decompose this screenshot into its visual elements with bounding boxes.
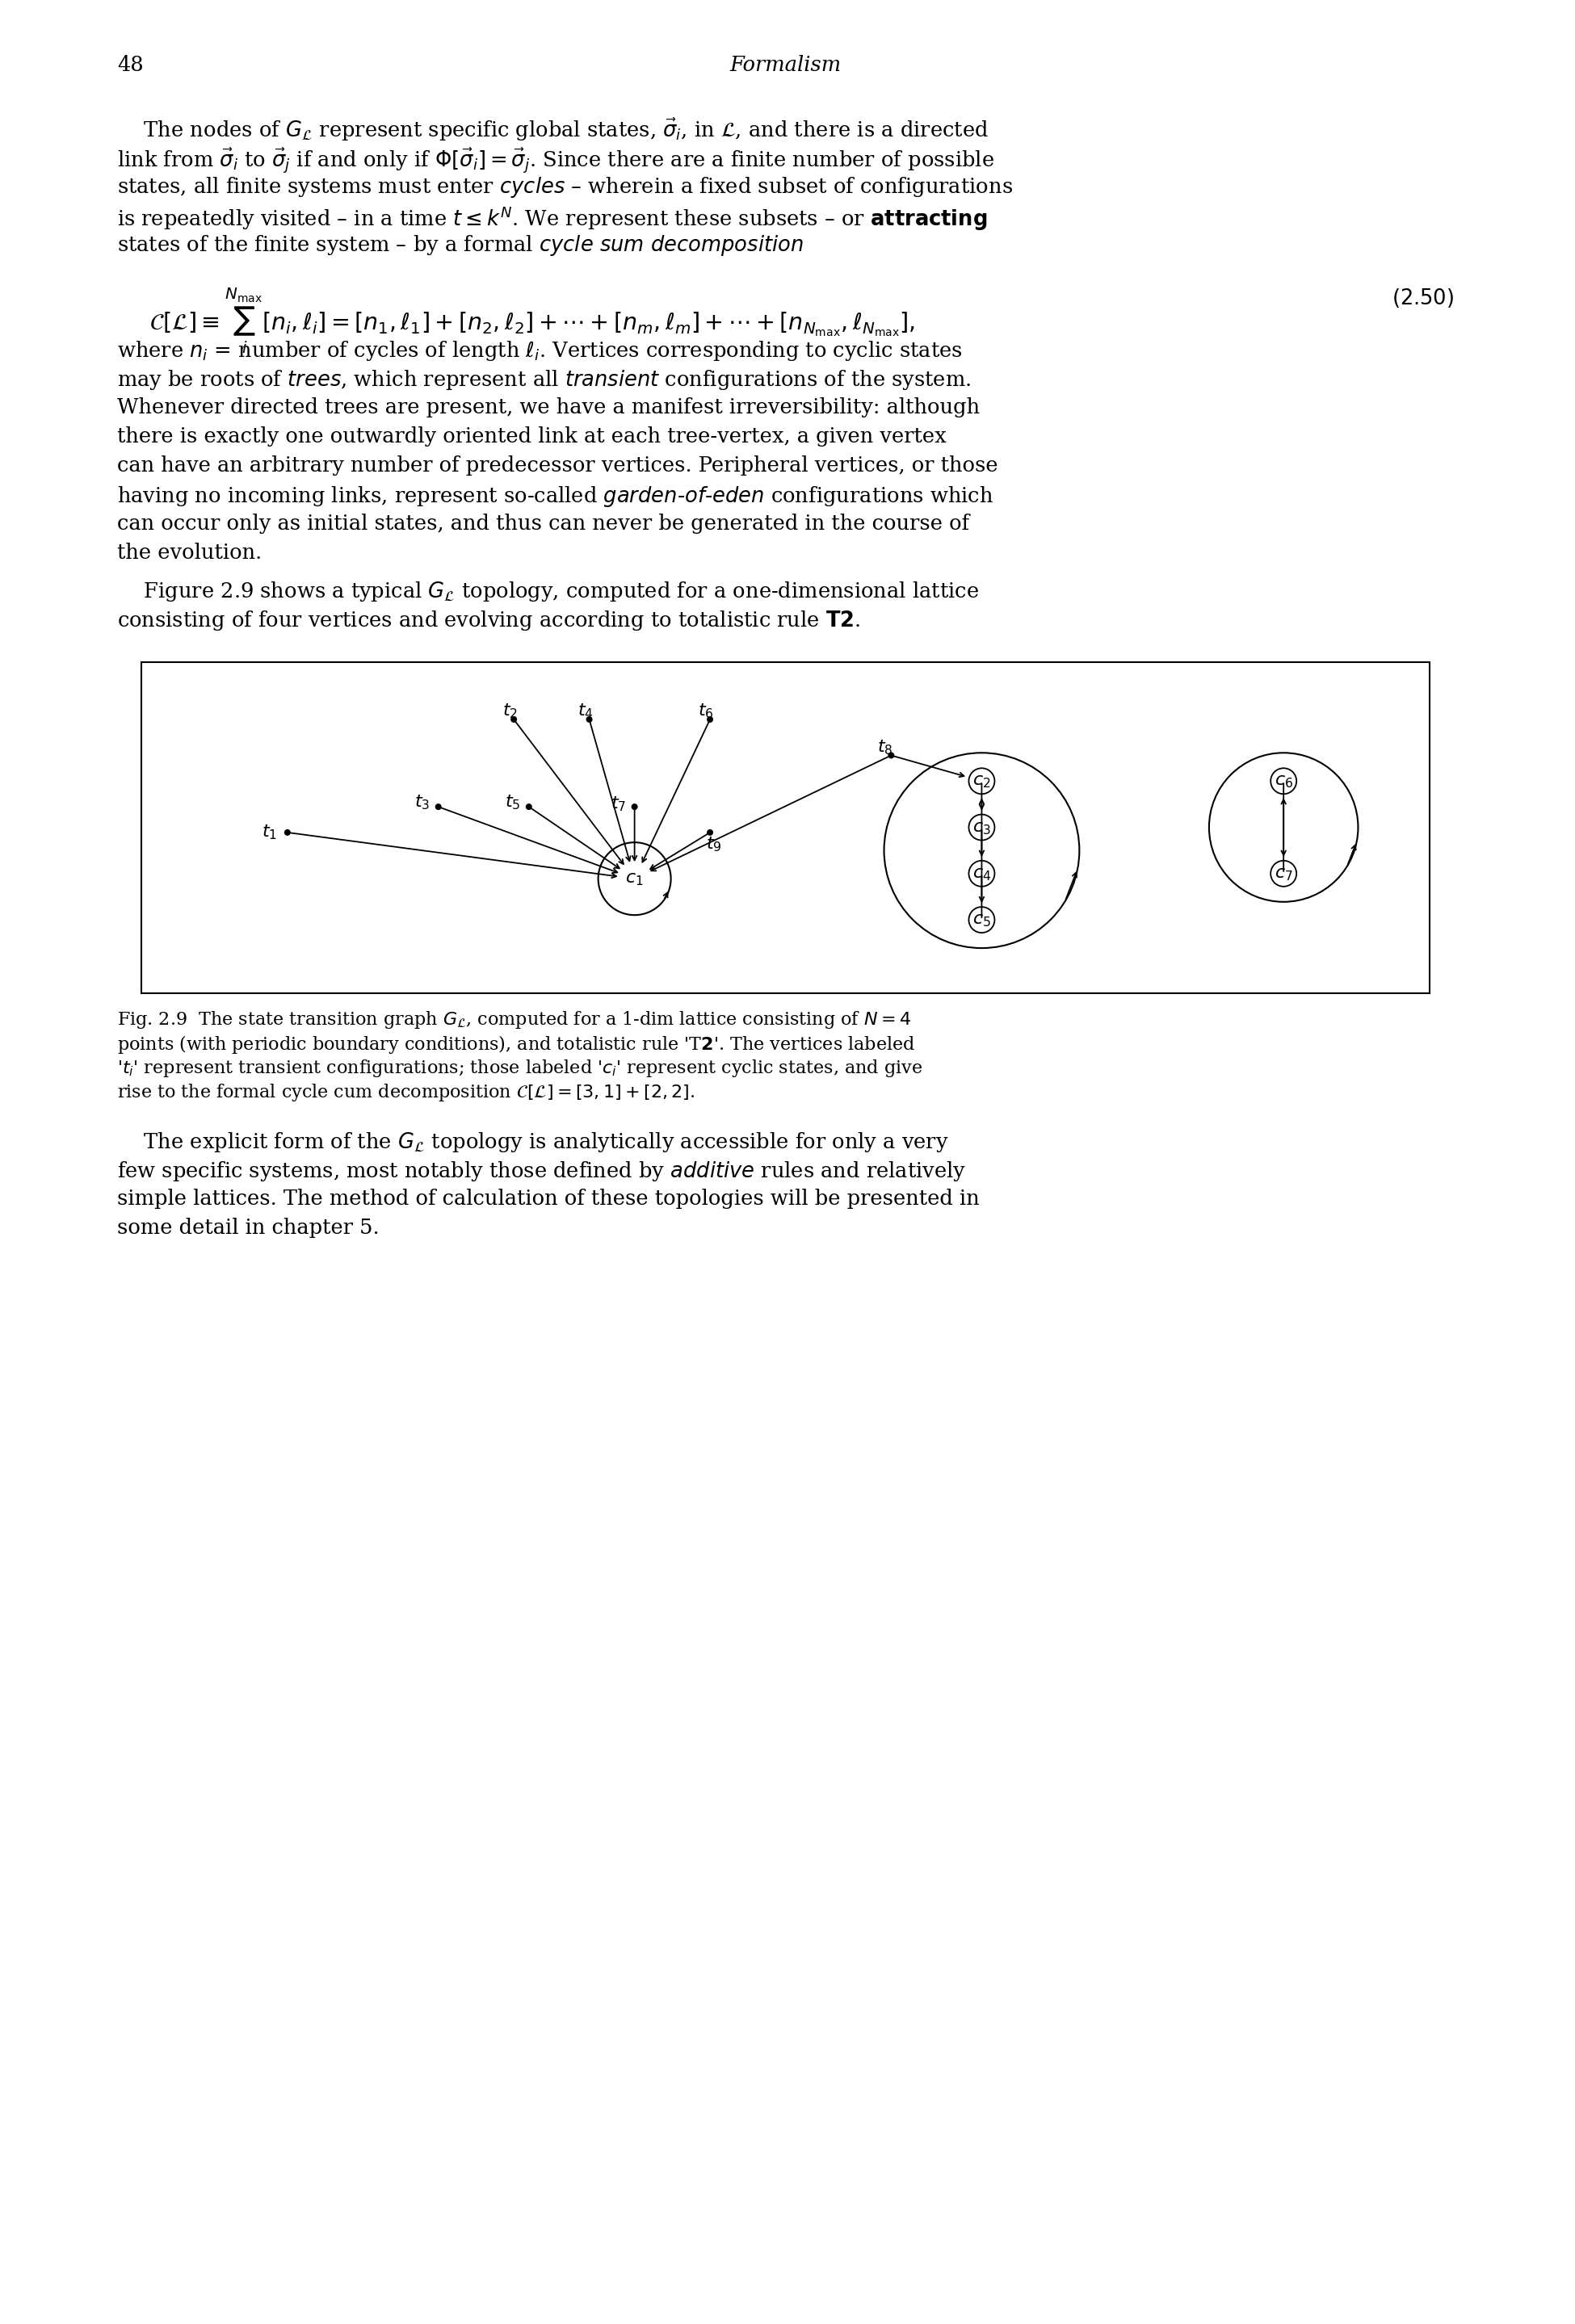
Circle shape <box>707 716 713 723</box>
Circle shape <box>888 753 895 758</box>
Text: 48: 48 <box>117 56 143 74</box>
Text: Figure 2.9 shows a typical $G_\mathcal{L}$ topology, computed for a one-dimensio: Figure 2.9 shows a typical $G_\mathcal{L… <box>117 579 980 604</box>
Text: can occur only as initial states, and thus can never be generated in the course : can occur only as initial states, and th… <box>117 514 969 535</box>
Text: $\mathcal{C}[\mathcal{L}] \equiv \sum_i^{N_\mathrm{max}} [n_i, \ell_i] = [n_1, \: $\mathcal{C}[\mathcal{L}] \equiv \sum_i^… <box>150 286 915 356</box>
Text: having no incoming links, represent so-called $garden\text{-}of\text{-}eden$ con: having no incoming links, represent so-c… <box>117 483 994 509</box>
Circle shape <box>526 804 532 811</box>
Text: $c_3$: $c_3$ <box>972 818 991 837</box>
Text: $t_6$: $t_6$ <box>698 702 713 720</box>
Text: $c_2$: $c_2$ <box>973 772 991 790</box>
Text: there is exactly one outwardly oriented link at each tree-vertex, a given vertex: there is exactly one outwardly oriented … <box>117 425 947 446</box>
Text: points (with periodic boundary conditions), and totalistic rule 'T$\mathbf{2}$'.: points (with periodic boundary condition… <box>117 1034 915 1055</box>
Circle shape <box>586 716 592 723</box>
Text: $c_6$: $c_6$ <box>1274 772 1293 790</box>
Text: $(2.50)$: $(2.50)$ <box>1391 286 1454 309</box>
Circle shape <box>707 830 713 837</box>
Text: consisting of four vertices and evolving according to totalistic rule $\mathbf{T: consisting of four vertices and evolving… <box>117 609 860 632</box>
Text: $t_1$: $t_1$ <box>261 823 277 841</box>
Text: the evolution.: the evolution. <box>117 541 261 562</box>
Text: $t_2$: $t_2$ <box>502 702 518 720</box>
Text: some detail in chapter 5.: some detail in chapter 5. <box>117 1218 380 1239</box>
Text: simple lattices. The method of calculation of these topologies will be presented: simple lattices. The method of calculati… <box>117 1188 980 1208</box>
Circle shape <box>435 804 441 811</box>
Text: The nodes of $G_\mathcal{L}$ represent specific global states, $\vec{\sigma}_i$,: The nodes of $G_\mathcal{L}$ represent s… <box>117 116 989 144</box>
Text: $t_3$: $t_3$ <box>414 792 430 811</box>
Text: link from $\vec{\sigma}_i$ to $\vec{\sigma}_j$ if and only if $\Phi[\vec{\sigma}: link from $\vec{\sigma}_i$ to $\vec{\sig… <box>117 146 994 174</box>
Text: $c_7$: $c_7$ <box>1274 865 1293 883</box>
Text: $c_4$: $c_4$ <box>972 865 991 883</box>
Text: may be roots of $trees$, which represent all $transient$ configurations of the s: may be roots of $trees$, which represent… <box>117 367 972 393</box>
Bar <box>142 662 1430 992</box>
Text: '$t_i$' represent transient configurations; those labeled '$c_i$' represent cycl: '$t_i$' represent transient configuratio… <box>117 1057 923 1078</box>
Text: is repeatedly visited – in a time $t \leq k^N$. We represent these subsets – or : is repeatedly visited – in a time $t \le… <box>117 205 988 232</box>
Text: states, all finite systems must enter $cycles$ – wherein a fixed subset of confi: states, all finite systems must enter $c… <box>117 174 1013 200</box>
Text: $t_8$: $t_8$ <box>877 739 893 755</box>
Text: few specific systems, most notably those defined by $additive$ rules and relativ: few specific systems, most notably those… <box>117 1160 967 1183</box>
Text: $t_5$: $t_5$ <box>506 792 521 811</box>
Text: Fig. 2.9  The state transition graph $G_\mathcal{L}$, computed for a 1-dim latti: Fig. 2.9 The state transition graph $G_\… <box>117 1009 912 1030</box>
Text: can have an arbitrary number of predecessor vertices. Peripheral vertices, or th: can have an arbitrary number of predeces… <box>117 456 999 476</box>
Text: The explicit form of the $G_\mathcal{L}$ topology is analytically accessible for: The explicit form of the $G_\mathcal{L}$… <box>117 1129 948 1155</box>
Text: $t_7$: $t_7$ <box>611 795 627 813</box>
Text: $c_1$: $c_1$ <box>625 869 644 888</box>
Circle shape <box>632 804 638 811</box>
Text: where $n_i$ = number of cycles of length $\ell_i$. Vertices corresponding to cyc: where $n_i$ = number of cycles of length… <box>117 339 962 363</box>
Text: Formalism: Formalism <box>729 56 841 74</box>
Text: $c_5$: $c_5$ <box>972 911 991 930</box>
Text: Whenever directed trees are present, we have a manifest irreversibility: althoug: Whenever directed trees are present, we … <box>117 397 980 418</box>
Text: $t_4$: $t_4$ <box>578 702 594 720</box>
Circle shape <box>284 830 291 837</box>
Circle shape <box>510 716 517 723</box>
Text: $t_9$: $t_9$ <box>706 834 721 853</box>
Text: rise to the formal cycle cum decomposition $\mathcal{C}[\mathcal{L}]=[3, 1]+[2, : rise to the formal cycle cum decompositi… <box>117 1083 695 1104</box>
Text: states of the finite system – by a formal $cycle\ sum\ decomposition$: states of the finite system – by a forma… <box>117 232 803 258</box>
